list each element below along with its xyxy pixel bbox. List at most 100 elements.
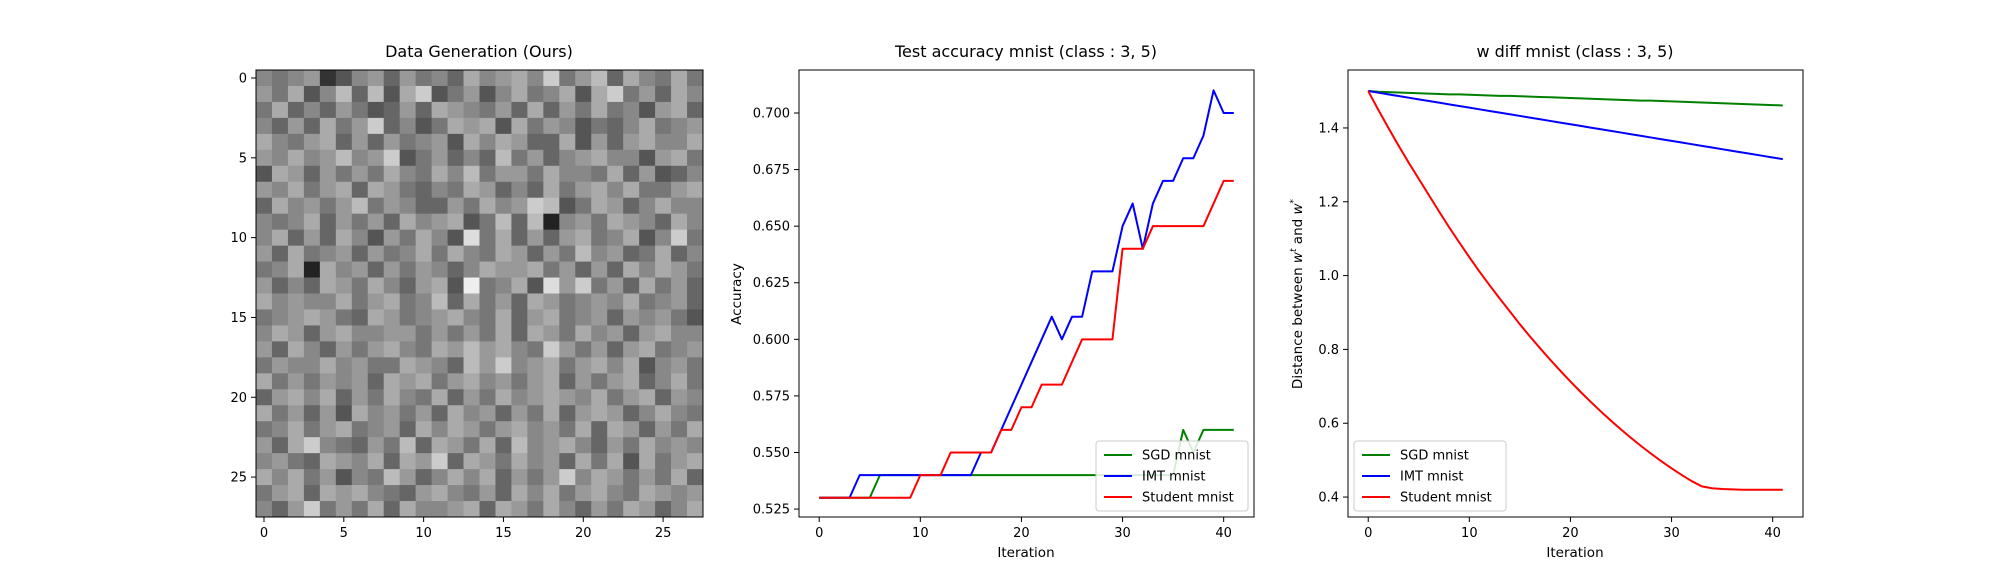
heatmap-cell — [607, 389, 624, 406]
heatmap-cell — [623, 85, 640, 103]
heatmap-cell — [287, 309, 305, 326]
heatmap-cell — [415, 389, 432, 406]
heatmap-cell — [256, 165, 273, 183]
heatmap-cell — [351, 70, 369, 87]
heatmap-cell — [447, 229, 464, 246]
heatmap-cell — [287, 293, 305, 310]
heatmap-cell — [335, 453, 353, 470]
heatmap-cell — [431, 213, 448, 231]
wdiff-ylabel-w1-sup: t — [1289, 248, 1299, 252]
heatmap-cell — [495, 197, 512, 215]
heatmap-cell — [543, 229, 560, 246]
heatmap-cell — [319, 293, 337, 310]
heatmap-cell — [383, 389, 401, 406]
heatmap-cell — [431, 389, 448, 406]
acc-ytick-label: 0.600 — [753, 333, 790, 348]
heatmap-cell — [431, 165, 448, 183]
heatmap-cell — [383, 357, 401, 374]
heatmap-cell — [399, 293, 417, 310]
heatmap-cell — [623, 309, 640, 326]
heatmap-cell — [463, 165, 480, 183]
heatmap-cell — [399, 373, 417, 390]
heatmap-cell — [287, 405, 305, 422]
heatmap-cell — [527, 101, 544, 119]
heatmap-cell — [655, 405, 672, 422]
heatmap-cell — [671, 277, 688, 294]
heatmap-cell — [463, 453, 480, 470]
heatmap-cell — [351, 117, 369, 135]
heatmap-cell — [671, 181, 688, 199]
heatmap-cell — [623, 421, 640, 438]
heatmap-cell — [527, 453, 544, 470]
heatmap-cell — [591, 373, 608, 390]
heatmap-cell — [415, 229, 432, 246]
heatmap-cell — [687, 70, 704, 87]
heatmap-cell — [319, 405, 337, 422]
heatmap-cell — [303, 373, 321, 390]
legend-label-sgd: SGD mnist — [1400, 449, 1469, 464]
heatmap-cell — [463, 309, 480, 326]
heatmap-cell — [335, 437, 353, 454]
heatmap-cell — [671, 101, 688, 119]
heatmap-cell — [351, 213, 369, 231]
heatmap-cell — [607, 85, 624, 103]
heatmap-cell — [287, 165, 305, 183]
heatmap-cell — [335, 245, 353, 262]
heatmap-cell — [495, 85, 512, 103]
heatmap-cell — [319, 277, 337, 294]
heatmap-cell — [463, 501, 480, 518]
heatmap-cell — [543, 261, 560, 278]
heatmap-cell — [479, 133, 496, 151]
heatmap-cell — [575, 421, 592, 438]
heatmap-ytick-label: 5 — [239, 151, 247, 166]
heatmap-cell — [495, 293, 512, 310]
wdiff-ticks: 0 10 20 30 40 0.4 0.6 0.8 1.0 1.2 1.4 — [1318, 121, 1781, 541]
heatmap-cell — [399, 245, 417, 262]
heatmap-cell — [511, 181, 528, 199]
heatmap-cell — [463, 197, 480, 215]
heatmap-cell — [607, 453, 624, 470]
heatmap-cell — [495, 277, 512, 294]
heatmap-cell — [463, 293, 480, 310]
heatmap-cell — [399, 405, 417, 422]
heatmap-cell — [367, 325, 385, 342]
heatmap-cell — [495, 501, 512, 518]
heatmap-cell — [591, 213, 608, 231]
heatmap-cell — [559, 245, 576, 262]
heatmap-cell — [399, 469, 417, 486]
heatmap-cell — [463, 181, 480, 199]
heatmap-cell — [256, 101, 273, 119]
heatmap-cell — [607, 133, 624, 151]
heatmap-cell — [319, 133, 337, 151]
heatmap-cell — [271, 421, 289, 438]
heatmap-cell — [431, 501, 448, 518]
heatmap-cell — [543, 101, 560, 119]
heatmap-cell — [591, 245, 608, 262]
heatmap-cell — [655, 325, 672, 342]
heatmap-cell — [383, 405, 401, 422]
accuracy-ticks: 0 10 20 30 40 0.525 0.550 0.575 0.600 0.625 0.650 0… — [753, 107, 1232, 541]
heatmap-cell — [671, 117, 688, 135]
heatmap-cell — [671, 357, 688, 374]
heatmap-cell — [607, 181, 624, 199]
heatmap-cell — [591, 70, 608, 87]
heatmap-cell — [559, 133, 576, 151]
heatmap-cell — [527, 341, 544, 358]
heatmap-cell — [543, 117, 560, 135]
heatmap-cell — [623, 501, 640, 518]
heatmap-cell — [575, 485, 592, 502]
heatmap-cell — [463, 469, 480, 486]
heatmap-cell — [607, 213, 624, 231]
heatmap-cell — [671, 453, 688, 470]
heatmap-cell — [271, 389, 289, 406]
wdiff-lines — [1367, 90, 1783, 491]
heatmap-cell — [256, 389, 273, 406]
heatmap-cell — [607, 405, 624, 422]
heatmap-cell — [511, 485, 528, 502]
heatmap-cell — [431, 181, 448, 199]
heatmap-cell — [256, 357, 273, 374]
heatmap-panel: Data Generation (Ours) 0 5 10 15 20 25 0 5 10 15 2… — [230, 42, 704, 541]
heatmap-cell — [319, 469, 337, 486]
heatmap-cell — [415, 293, 432, 310]
heatmap-cell — [415, 469, 432, 486]
